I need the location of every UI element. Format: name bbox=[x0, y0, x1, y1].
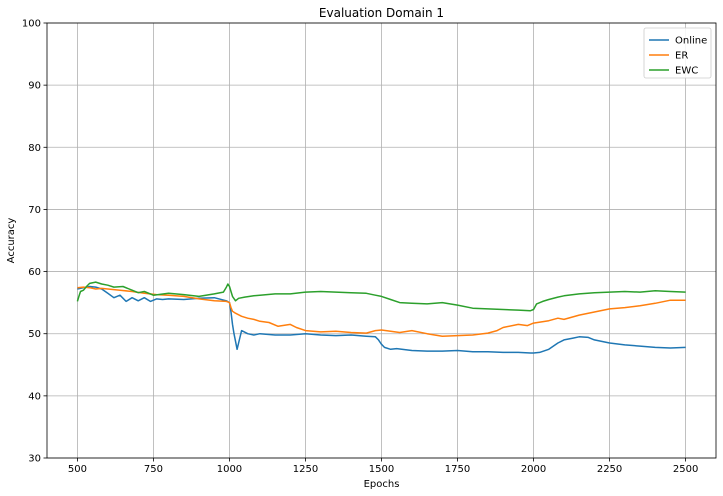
axis-ticks: 500 750 1000 1250 1500 1750 2000 2250 2500 30 40 50… bbox=[22, 19, 698, 476]
legend: Online ER EWC bbox=[643, 27, 712, 79]
y-tick-label: 100 bbox=[22, 19, 41, 30]
x-tick-label: 750 bbox=[144, 464, 163, 475]
x-tick-label: 500 bbox=[68, 464, 87, 475]
legend-label-er: ER bbox=[675, 51, 688, 62]
y-tick-label: 30 bbox=[28, 454, 41, 465]
series-line-online bbox=[77, 285, 686, 354]
series-line-er bbox=[77, 286, 686, 337]
y-tick-label: 90 bbox=[28, 81, 41, 92]
x-tick-label: 1500 bbox=[369, 464, 394, 475]
y-tick-label: 80 bbox=[28, 143, 41, 154]
y-axis-label: Accuracy bbox=[6, 218, 17, 264]
chart-title: Evaluation Domain 1 bbox=[319, 6, 444, 20]
x-axis-label: Epochs bbox=[364, 479, 400, 490]
series-lines bbox=[76, 281, 686, 354]
series-line-ewc bbox=[76, 281, 686, 312]
x-tick-label: 1750 bbox=[445, 464, 470, 475]
y-tick-label: 70 bbox=[28, 205, 41, 216]
legend-label-ewc: EWC bbox=[675, 66, 698, 77]
x-tick-label: 2500 bbox=[673, 464, 698, 475]
x-tick-label: 2000 bbox=[521, 464, 546, 475]
y-tick-label: 40 bbox=[28, 391, 41, 402]
y-tick-label: 50 bbox=[28, 329, 41, 340]
x-tick-label: 1000 bbox=[217, 464, 242, 475]
x-tick-label: 1250 bbox=[293, 464, 318, 475]
legend-label-online: Online bbox=[675, 36, 707, 47]
y-tick-label: 60 bbox=[28, 267, 41, 278]
x-tick-label: 2250 bbox=[597, 464, 622, 475]
